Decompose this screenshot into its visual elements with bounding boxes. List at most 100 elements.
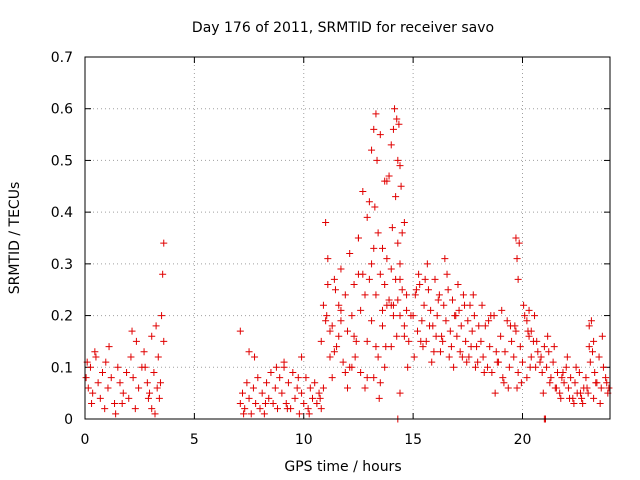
data-point (578, 394, 586, 402)
data-point (416, 281, 424, 289)
data-point (598, 332, 606, 340)
data-point (410, 353, 418, 361)
data-point (499, 374, 507, 382)
data-point (394, 296, 402, 304)
y-tick-label: 0.4 (51, 205, 73, 221)
data-point (94, 379, 102, 387)
data-point (146, 389, 154, 397)
data-point (371, 203, 379, 211)
data-point (365, 275, 373, 283)
data-point (488, 368, 496, 376)
data-point (84, 384, 92, 392)
data-point (278, 389, 286, 397)
data-point (372, 343, 380, 351)
data-point (525, 332, 533, 340)
data-point (546, 379, 554, 387)
data-point (398, 229, 406, 237)
data-point (125, 394, 133, 402)
data-point (441, 255, 449, 263)
data-point (512, 234, 520, 242)
data-point (426, 322, 434, 330)
data-point (487, 312, 495, 320)
data-point (538, 368, 546, 376)
data-point (552, 384, 560, 392)
data-point (368, 146, 376, 154)
data-point (513, 384, 521, 392)
data-point (396, 162, 404, 170)
data-point (370, 374, 378, 382)
data-point (510, 353, 518, 361)
data-point (240, 410, 248, 418)
data-point (564, 384, 572, 392)
data-point (567, 374, 575, 382)
y-tick-label: 0.7 (51, 50, 73, 66)
data-point (475, 322, 483, 330)
data-point (341, 291, 349, 299)
data-point (304, 405, 312, 413)
x-axis-title: GPS time / hours (284, 459, 401, 475)
data-point (498, 306, 506, 314)
data-point (415, 270, 423, 278)
data-point (92, 353, 100, 361)
data-point (341, 368, 349, 376)
data-point (86, 363, 94, 371)
data-point (428, 358, 436, 366)
data-point (458, 353, 466, 361)
data-point (376, 379, 384, 387)
data-point (556, 389, 564, 397)
data-point (316, 394, 324, 402)
data-point (566, 394, 574, 402)
data-point (396, 260, 404, 268)
data-point (540, 343, 548, 351)
data-point (335, 332, 343, 340)
data-point (484, 363, 491, 371)
data-point (512, 327, 520, 335)
data-point (414, 327, 421, 335)
data-point (267, 368, 275, 376)
data-point (513, 255, 521, 263)
data-point (527, 327, 535, 335)
data-point (599, 363, 607, 371)
data-point (379, 306, 386, 314)
data-point (383, 255, 391, 263)
data-point (245, 394, 253, 402)
data-point (357, 306, 365, 314)
data-point (368, 317, 376, 325)
data-point (434, 296, 442, 304)
data-point (118, 399, 126, 407)
data-point (571, 379, 579, 387)
data-point (468, 327, 476, 335)
data-point (432, 332, 440, 340)
data-point (435, 291, 443, 299)
data-point (111, 399, 119, 407)
data-point (127, 353, 135, 361)
data-point (453, 332, 461, 340)
data-point (245, 348, 253, 356)
data-point (558, 374, 566, 382)
data-point (363, 213, 371, 221)
data-point (389, 125, 397, 133)
data-point (459, 291, 467, 299)
data-point (160, 337, 168, 345)
data-point (592, 379, 600, 387)
data-point (251, 353, 259, 361)
data-point (392, 193, 400, 201)
data-point (291, 394, 299, 402)
x-tick-label: 5 (190, 432, 199, 448)
data-point (579, 399, 587, 407)
data-point (590, 394, 598, 402)
data-point (403, 291, 411, 299)
data-point (263, 379, 271, 387)
data-point (368, 260, 376, 268)
data-point (140, 348, 148, 356)
data-point (456, 348, 464, 356)
data-point (354, 270, 362, 278)
data-points (82, 105, 613, 423)
data-point (328, 374, 336, 382)
data-point (543, 363, 551, 371)
data-point (313, 399, 321, 407)
data-point (403, 306, 411, 314)
data-point (280, 358, 288, 366)
data-point (374, 353, 382, 361)
